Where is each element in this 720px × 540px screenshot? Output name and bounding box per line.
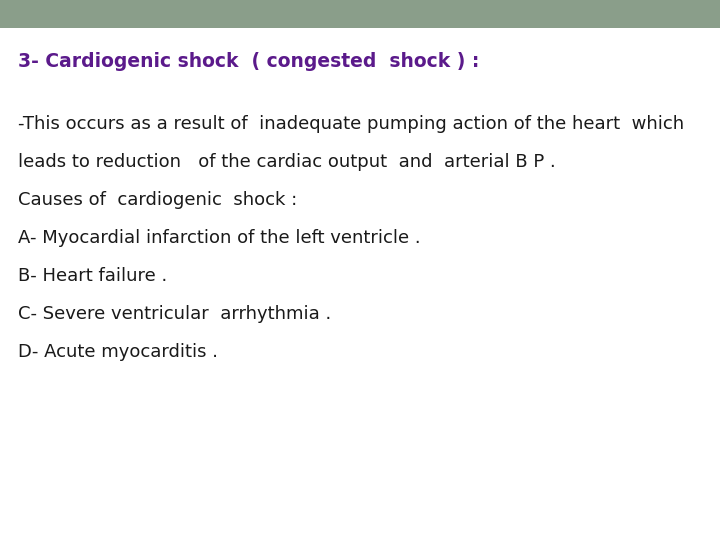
Text: 3- Cardiogenic shock  ( congested  shock ) :: 3- Cardiogenic shock ( congested shock )…: [18, 52, 480, 71]
Text: A- Myocardial infarction of the left ventricle .: A- Myocardial infarction of the left ven…: [18, 229, 420, 247]
Text: B- Heart failure .: B- Heart failure .: [18, 267, 167, 285]
Text: leads to reduction   of the cardiac output  and  arterial B P .: leads to reduction of the cardiac output…: [18, 153, 556, 171]
Text: C- Severe ventricular  arrhythmia .: C- Severe ventricular arrhythmia .: [18, 305, 331, 323]
Text: D- Acute myocarditis .: D- Acute myocarditis .: [18, 343, 218, 361]
Text: Causes of  cardiogenic  shock :: Causes of cardiogenic shock :: [18, 191, 297, 209]
Bar: [0, 0, 720, 28]
Text: -This occurs as a result of  inadequate pumping action of the heart  which: -This occurs as a result of inadequate p…: [18, 115, 684, 133]
